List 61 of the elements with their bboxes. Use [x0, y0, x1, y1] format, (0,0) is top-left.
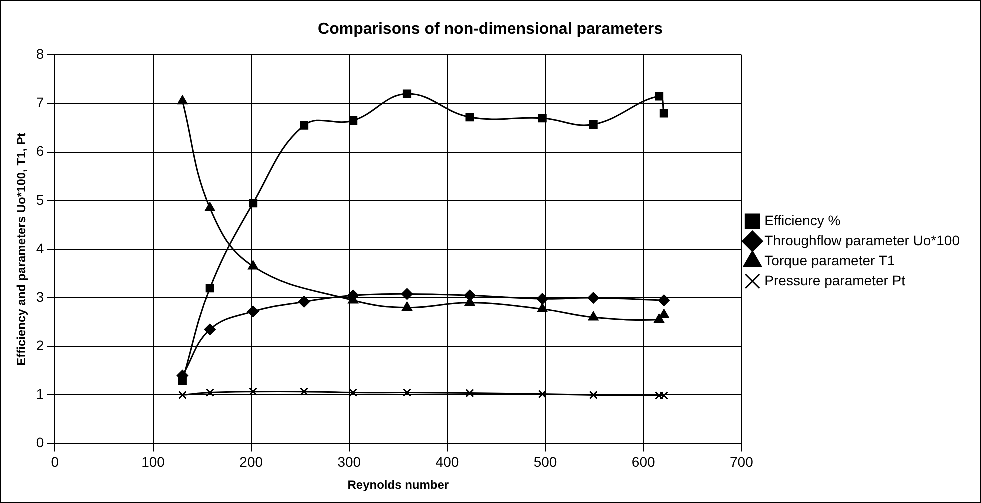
- point: [349, 388, 358, 398]
- point: [464, 290, 476, 302]
- point: [538, 304, 548, 312]
- point: [206, 388, 214, 398]
- x-tick-label: 600: [632, 454, 656, 470]
- point: [588, 312, 599, 321]
- y-tick-label: 5: [36, 192, 44, 208]
- point: [655, 92, 664, 101]
- point: [466, 388, 474, 398]
- point: [538, 390, 547, 399]
- point: [402, 288, 414, 300]
- point: [178, 390, 187, 400]
- point: [538, 114, 547, 123]
- x-tick-label: 500: [534, 454, 558, 470]
- x-tick-label: 700: [730, 454, 754, 470]
- point: [589, 120, 598, 129]
- point: [536, 293, 548, 305]
- point: [178, 96, 188, 105]
- point: [659, 309, 670, 318]
- x-axis-title: Reynolds number: [348, 478, 450, 492]
- y-tick-label: 0: [36, 434, 44, 451]
- y-tick-label: 6: [36, 143, 44, 160]
- point: [298, 296, 310, 308]
- point: [300, 121, 309, 130]
- point: [402, 90, 412, 98]
- y-tick-label: 2: [36, 338, 44, 354]
- legend-label: Pressure parameter Pt: [764, 272, 906, 288]
- point: [205, 202, 216, 212]
- y-tick-label: 8: [36, 46, 44, 62]
- point: [658, 294, 670, 306]
- y-axis-title: Efficiency and parameters Uo*100, T1, Pt: [14, 133, 29, 366]
- point: [349, 116, 358, 126]
- point: [206, 284, 214, 293]
- point: [660, 391, 668, 400]
- legend-label: Throughflow parameter Uo*100: [764, 232, 960, 248]
- x-tick-label: 100: [142, 454, 166, 470]
- point: [589, 390, 598, 400]
- point: [248, 260, 258, 270]
- y-tick-label: 7: [36, 94, 44, 111]
- point: [660, 109, 668, 118]
- y-tick-label: 3: [36, 288, 44, 305]
- x-tick-label: 300: [338, 454, 362, 470]
- point: [178, 376, 187, 385]
- point: [402, 388, 412, 398]
- chart-title: Comparisons of non-dimensional parameters: [318, 21, 664, 38]
- x-tick-label: 0: [51, 454, 60, 470]
- point: [300, 388, 309, 396]
- point: [655, 391, 664, 400]
- x-tick-label: 200: [240, 454, 264, 470]
- legend-label: Efficiency %: [764, 212, 841, 228]
- point: [588, 292, 600, 304]
- point: [204, 324, 216, 336]
- point: [249, 388, 258, 396]
- y-tick-label: 4: [36, 240, 44, 256]
- point: [249, 199, 258, 208]
- point: [466, 113, 474, 122]
- point: [248, 306, 260, 318]
- x-tick-label: 400: [436, 454, 460, 470]
- legend-label: Torque parameter T1: [764, 252, 896, 268]
- point: [402, 302, 412, 312]
- y-tick-label: 1: [36, 386, 44, 402]
